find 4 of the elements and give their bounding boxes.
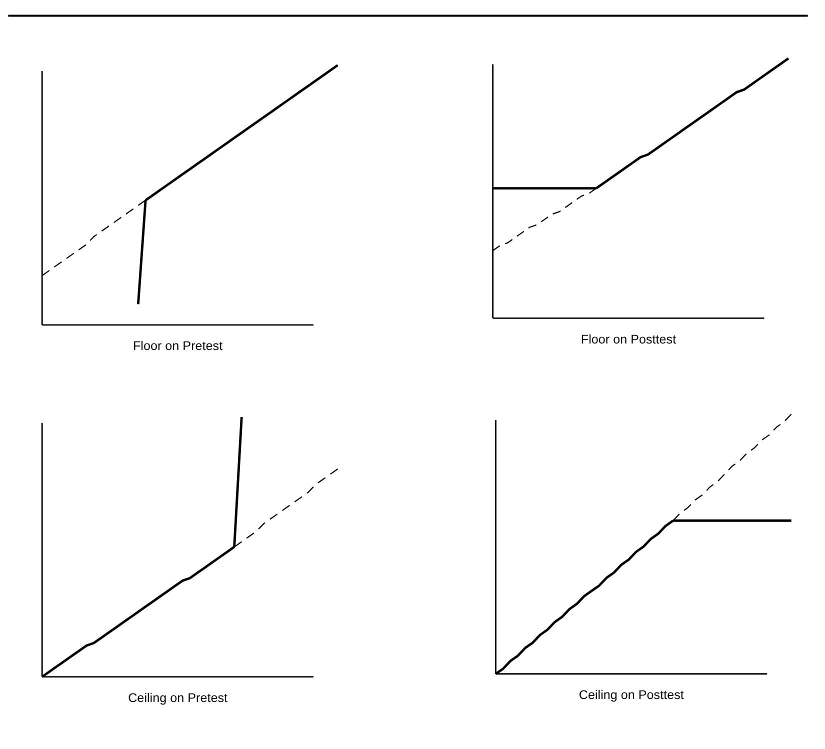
x-axis-title: Floor on Pretest: [132, 339, 224, 354]
x-axis-title: Ceiling on Posttest: [578, 688, 684, 702]
x-axis-title: Floor on Posttest: [580, 332, 677, 346]
x-axis-title: Ceiling on Pretest: [128, 691, 228, 706]
